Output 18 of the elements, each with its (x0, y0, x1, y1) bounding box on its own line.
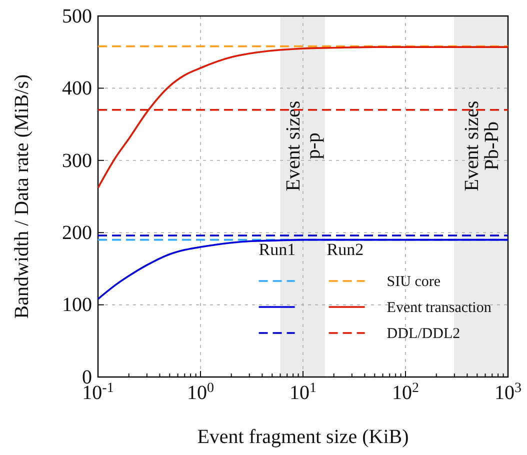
x-tick-label: 10$^{1}$ (290, 380, 316, 404)
x-axis-title: Event fragment size (KiB) (197, 426, 409, 448)
x-tick-label: 10$^{0}$ (187, 380, 214, 404)
band-label: Event sizes p-p (282, 100, 325, 192)
annotation: Run1 (258, 240, 296, 259)
y-tick-label: 300 (62, 150, 92, 172)
y-tick-label: 100 (62, 294, 92, 316)
y-tick-label: 500 (62, 5, 92, 28)
legend-label: DDL/DDL2 (386, 326, 460, 342)
legend-label: SIU core (386, 274, 441, 290)
y-tick-label: 400 (62, 78, 92, 100)
y-tick-label: 200 (62, 222, 92, 244)
y-axis-title: Bandwidth / Data rate (MiB/s) (11, 74, 33, 319)
x-tick-label: 10$^{3}$ (494, 380, 522, 404)
x-tick-label: 10$^{2}$ (392, 380, 419, 404)
legend-label: Event transaction (386, 300, 492, 316)
band-label: Event sizes Pb-Pb (460, 100, 503, 192)
annotation: Run2 (326, 240, 364, 259)
